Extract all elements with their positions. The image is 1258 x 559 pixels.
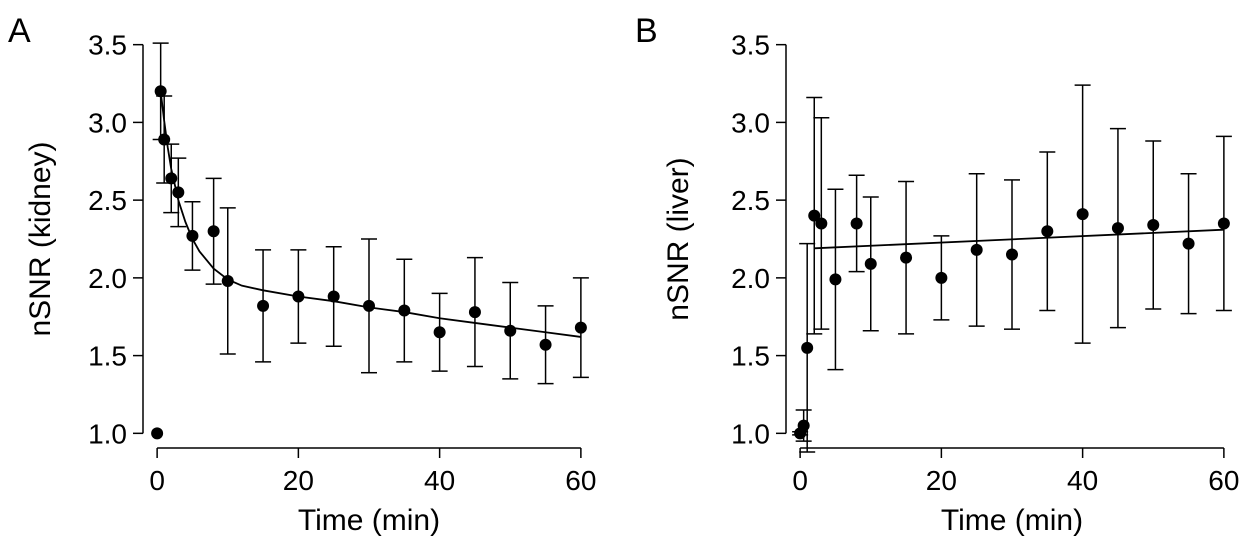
- data-point: [808, 209, 821, 222]
- data-point: [398, 304, 411, 317]
- data-point: [1041, 225, 1054, 238]
- data-point: [468, 306, 481, 319]
- data-point: [207, 225, 220, 238]
- x-tick-label: 0: [792, 465, 808, 496]
- panel-letter: B: [635, 12, 658, 50]
- x-tick-label: 60: [565, 465, 596, 496]
- data-point: [815, 217, 828, 230]
- y-tick-label: 2.5: [731, 185, 770, 216]
- data-point: [1006, 248, 1018, 261]
- fit-line: [814, 228, 1224, 250]
- data-point: [1217, 217, 1230, 230]
- fit-line: [159, 91, 581, 338]
- y-tick-label: 3.5: [731, 30, 770, 61]
- y-tick-label: 1.0: [731, 418, 770, 449]
- data-point: [935, 271, 948, 284]
- y-tick-label: 1.0: [88, 418, 127, 449]
- panel-a: A 0 20 40 60 1.0 1.5 2.0 2.5 3.0 3.5 Time (min) nSNR…: [8, 12, 596, 537]
- y-axis-label: nSNR (liver): [662, 157, 695, 320]
- y-tick-label: 1.5: [88, 341, 127, 372]
- data-point: [1147, 219, 1160, 232]
- x-axis-label: Time (min): [298, 504, 440, 537]
- x-tick-label: 20: [283, 465, 314, 496]
- data-point: [574, 321, 587, 334]
- y-tick-label: 3.0: [731, 107, 770, 138]
- y-tick-label: 2.0: [731, 263, 770, 294]
- panel-b: B 0 20 40 60 1.0 1.5 2.0 2.5 3.0 3.5 Time (min) nSNR…: [635, 12, 1239, 537]
- data-point: [151, 427, 164, 440]
- y-tick-label: 3.0: [88, 107, 127, 138]
- data-point: [165, 172, 178, 185]
- data-point: [257, 299, 270, 312]
- data-point: [327, 290, 340, 303]
- x-tick-label: 0: [149, 465, 165, 496]
- y-tick-label: 3.5: [88, 30, 127, 61]
- y-axis-label: nSNR (kidney): [24, 141, 57, 336]
- x-tick-label: 20: [926, 465, 957, 496]
- data-point: [1076, 208, 1089, 221]
- y-tick-label: 2.5: [88, 185, 127, 216]
- x-tick-label: 60: [1208, 465, 1239, 496]
- data-point: [864, 257, 877, 270]
- data-point: [970, 243, 983, 256]
- data-point: [829, 273, 842, 286]
- data-point: [801, 341, 814, 354]
- data-point: [850, 217, 863, 230]
- y-tick-label: 2.0: [88, 263, 127, 294]
- panel-letter: A: [8, 12, 31, 50]
- data-point: [539, 338, 552, 351]
- data-point: [1111, 222, 1124, 235]
- data-point: [1182, 237, 1195, 250]
- data-point: [900, 251, 913, 264]
- x-tick-label: 40: [1067, 465, 1098, 496]
- x-tick-label: 40: [424, 465, 455, 496]
- y-tick-label: 1.5: [731, 341, 770, 372]
- data-point: [433, 326, 446, 339]
- x-axis-label: Time (min): [941, 504, 1083, 537]
- data-point: [363, 299, 375, 312]
